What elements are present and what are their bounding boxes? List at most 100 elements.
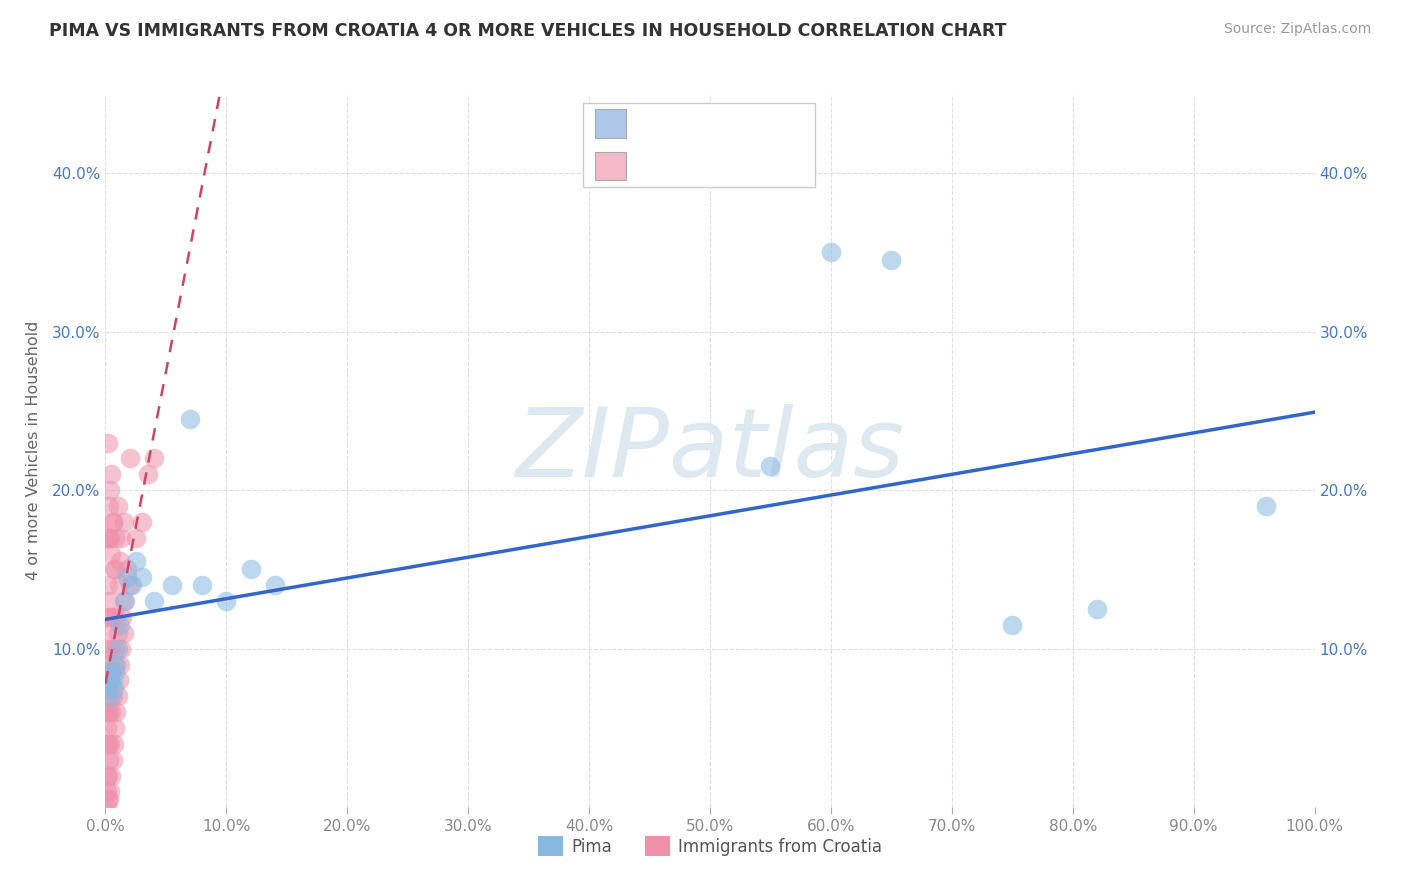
Point	[98, 499, 121, 513]
Point	[100, 705, 122, 719]
Point	[263, 578, 285, 592]
Point	[98, 737, 121, 751]
Point	[112, 515, 135, 529]
Point	[98, 673, 121, 688]
Point	[160, 578, 183, 592]
Point	[820, 245, 842, 260]
Point	[98, 657, 121, 672]
Point	[98, 594, 121, 608]
Point	[104, 531, 127, 545]
Point	[1256, 499, 1278, 513]
Text: ZIPatlas: ZIPatlas	[516, 404, 904, 497]
Point	[96, 610, 118, 624]
Point	[115, 570, 138, 584]
Point	[97, 435, 120, 450]
Point	[118, 451, 141, 466]
Text: Source: ZipAtlas.com: Source: ZipAtlas.com	[1223, 22, 1371, 37]
Point	[104, 721, 127, 735]
Point	[97, 737, 120, 751]
Point	[97, 531, 120, 545]
Point	[131, 515, 153, 529]
Point	[112, 594, 135, 608]
Point	[105, 610, 128, 624]
Point	[98, 673, 121, 688]
Point	[101, 610, 124, 624]
Point	[101, 515, 124, 529]
Point	[118, 578, 141, 592]
Point	[96, 800, 118, 814]
Point	[98, 531, 121, 545]
Point	[104, 562, 127, 576]
Point	[110, 531, 132, 545]
Point	[101, 673, 124, 688]
Point	[101, 690, 124, 704]
Point	[101, 515, 124, 529]
Point	[97, 681, 120, 696]
Point	[124, 554, 148, 568]
Point	[100, 467, 122, 482]
Point	[103, 681, 125, 696]
Point	[97, 578, 120, 592]
Point	[96, 737, 118, 751]
Point	[115, 562, 138, 576]
Point	[98, 531, 121, 545]
Point	[98, 792, 121, 806]
Point	[124, 531, 148, 545]
Point	[112, 625, 135, 640]
Point	[100, 547, 122, 561]
Point	[96, 665, 118, 680]
Point	[107, 690, 129, 704]
Point	[98, 753, 121, 767]
Point	[104, 641, 127, 656]
Point	[215, 594, 238, 608]
Point	[96, 690, 118, 704]
Point	[1001, 618, 1024, 632]
Point	[142, 451, 165, 466]
Point	[98, 705, 121, 719]
Point	[96, 721, 118, 735]
Point	[103, 657, 125, 672]
Point	[97, 673, 120, 688]
Y-axis label: 4 or more Vehicles in Household: 4 or more Vehicles in Household	[25, 321, 41, 580]
Point	[131, 570, 153, 584]
Point	[98, 665, 121, 680]
Point	[880, 253, 903, 268]
Point	[98, 784, 121, 798]
Point	[100, 690, 122, 704]
Point	[97, 768, 120, 782]
Point	[105, 705, 128, 719]
Point	[108, 657, 131, 672]
Point	[104, 665, 127, 680]
Text: R = 0.300    N = 28: R = 0.300 N = 28	[637, 115, 813, 133]
Point	[105, 657, 128, 672]
Point	[142, 594, 165, 608]
Text: PIMA VS IMMIGRANTS FROM CROATIA 4 OR MORE VEHICLES IN HOUSEHOLD CORRELATION CHAR: PIMA VS IMMIGRANTS FROM CROATIA 4 OR MOR…	[49, 22, 1007, 40]
Point	[107, 641, 129, 656]
Point	[96, 641, 118, 656]
Point	[108, 554, 131, 568]
Point	[103, 562, 125, 576]
Text: R = 0.383    N = 72: R = 0.383 N = 72	[637, 157, 813, 175]
Point	[179, 411, 201, 425]
Point	[107, 499, 129, 513]
Point	[759, 459, 782, 474]
Point	[103, 737, 125, 751]
Point	[121, 578, 143, 592]
Point	[97, 792, 120, 806]
Point	[111, 610, 134, 624]
Point	[1085, 602, 1108, 616]
Point	[191, 578, 214, 592]
Point	[110, 641, 132, 656]
Point	[96, 784, 118, 798]
Point	[97, 705, 120, 719]
Point	[101, 753, 124, 767]
Point	[96, 705, 118, 719]
Point	[107, 625, 129, 640]
Legend: Pima, Immigrants from Croatia: Pima, Immigrants from Croatia	[531, 830, 889, 863]
Point	[136, 467, 159, 482]
Point	[108, 618, 131, 632]
Point	[100, 641, 122, 656]
Point	[100, 768, 122, 782]
Point	[239, 562, 262, 576]
Point	[107, 578, 129, 592]
